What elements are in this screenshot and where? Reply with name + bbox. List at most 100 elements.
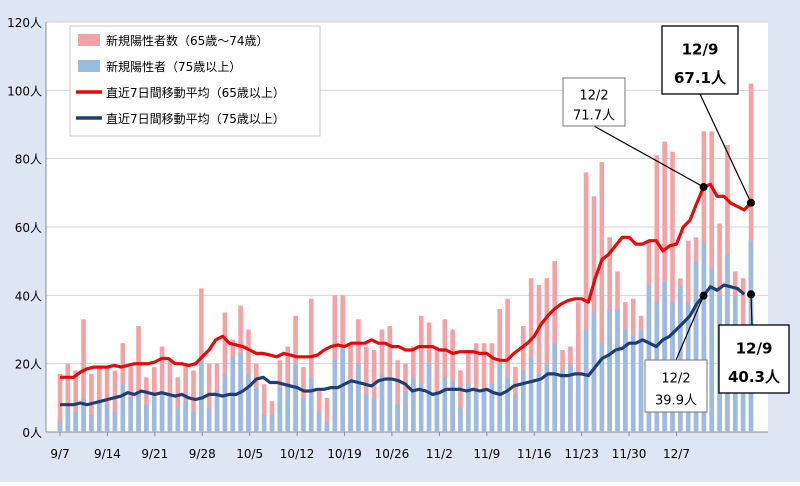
y-tick-label: 60人 <box>15 221 42 235</box>
bar-75-plus <box>599 343 605 432</box>
bar-75-plus <box>513 394 518 432</box>
bar-75-plus <box>308 377 314 432</box>
bar-75-plus <box>638 329 644 432</box>
bar-75-plus <box>536 373 542 432</box>
callout-pointer-blue_1202 <box>675 295 705 361</box>
bar-75-plus <box>191 411 196 432</box>
bar-75-plus <box>560 370 565 432</box>
bar-75-plus <box>466 384 471 432</box>
bar-75-plus <box>709 268 715 432</box>
bar-65-74 <box>654 155 660 432</box>
callout-dot-red_1209 <box>747 198 755 207</box>
bar-75-plus <box>552 343 557 432</box>
bar-65-74 <box>434 346 440 432</box>
y-tick-label: 20人 <box>15 358 42 372</box>
bar-75-plus <box>615 309 620 432</box>
bar-75-plus <box>607 309 612 432</box>
bar-75-plus <box>434 394 440 432</box>
bar-75-plus <box>489 384 495 432</box>
bar-75-plus <box>206 408 212 432</box>
callout-pointer-red_1202 <box>593 125 704 188</box>
bar-65-74 <box>57 373 63 432</box>
bar-65-74 <box>261 384 267 432</box>
bar-65-74 <box>575 302 581 432</box>
x-tick-label: 9/28 <box>189 447 216 461</box>
bar-75-plus <box>96 401 102 432</box>
bar-75-plus <box>662 281 667 432</box>
bar-65-74 <box>81 319 86 432</box>
x-tick-label: 10/12 <box>280 447 315 461</box>
bar-75-plus <box>575 373 581 432</box>
bar-75-plus <box>583 329 589 432</box>
bar-65-74 <box>222 312 228 432</box>
bar-75-plus <box>104 404 110 432</box>
callout-dot-blue_1202 <box>699 291 708 300</box>
x-tick-label: 12/7 <box>663 447 690 461</box>
bar-75-plus <box>128 397 133 432</box>
line-75-plus <box>60 283 746 407</box>
y-tick-label: 80人 <box>15 153 42 167</box>
bar-75-plus <box>89 414 94 432</box>
bar-75-plus <box>57 421 63 432</box>
bar-75-plus <box>269 414 275 432</box>
bar-75-plus <box>316 411 322 432</box>
bar-75-plus <box>246 373 251 432</box>
bar-65-74 <box>536 285 542 432</box>
bar-65-74 <box>65 363 71 432</box>
bar-75-plus <box>167 394 173 432</box>
callout-box-blue_1209 <box>718 324 790 394</box>
bar-75-plus <box>379 373 385 432</box>
bar-75-plus <box>144 404 149 432</box>
x-tick-label: 9/7 <box>50 447 69 461</box>
bar-75-plus <box>340 346 345 432</box>
x-tick-label: 10/26 <box>375 447 410 461</box>
x-tick-label: 11/23 <box>564 447 599 461</box>
bar-75-plus <box>214 391 220 432</box>
bar-75-plus <box>497 363 503 432</box>
bar-65-74 <box>324 397 330 432</box>
x-tick-label: 9/21 <box>141 447 168 461</box>
callout-dot-blue_1209 <box>747 290 755 299</box>
legend-bar-65-74-label: 新規陽性者数（65歳～74歳） <box>106 33 269 48</box>
bar-75-plus <box>120 384 126 432</box>
moving-average-lines <box>60 182 753 407</box>
y-tick-label: 100人 <box>7 84 42 98</box>
callout-value-red_1202: 71.7人 <box>573 108 615 123</box>
callout-date-blue_1209: 12/9 <box>736 339 773 357</box>
bar-65-74 <box>418 315 424 432</box>
bar-75-plus <box>411 377 416 432</box>
bar-75-plus <box>277 387 283 432</box>
bar-65-74 <box>159 346 165 432</box>
bar-75-plus <box>693 261 699 432</box>
bar-65-74 <box>136 326 141 432</box>
bar-75-plus <box>363 394 369 432</box>
bar-75-plus <box>520 370 526 432</box>
bar-65-74 <box>206 363 212 432</box>
bar-75-plus <box>568 363 573 432</box>
bar-75-plus <box>458 408 463 432</box>
bar-75-plus <box>151 394 157 432</box>
bar-65-74 <box>670 151 675 433</box>
callout-dot-red_1202 <box>699 183 708 192</box>
bar-65-74 <box>544 278 550 432</box>
bar-75-plus <box>418 384 424 432</box>
legend: 新規陽性者数（65歳～74歳） 新規陽性者（75歳以上） 直近7日間移動平均（65歳… <box>69 25 321 137</box>
callout-date-red_1209: 12/9 <box>682 40 719 58</box>
bar-75-plus <box>473 391 479 432</box>
bar-65-74 <box>73 370 79 432</box>
callout-box-red_1209 <box>661 25 739 95</box>
callout-box-red_1202 <box>562 77 626 127</box>
bar-65-74 <box>528 278 534 432</box>
callout-date-red_1202: 12/2 <box>579 88 608 103</box>
bar-75-plus <box>324 421 330 432</box>
bar-65-74 <box>308 298 314 432</box>
bar-75-plus <box>544 363 550 432</box>
y-tick-label: 120人 <box>7 16 42 30</box>
bar-75-plus <box>528 356 534 432</box>
y-axis-ticks: 0人 20人 40人 60人 80人 100人 120人 <box>7 16 42 440</box>
bar-75-plus <box>199 356 204 432</box>
bar-75-plus <box>442 377 448 432</box>
bar-75-plus <box>81 397 86 432</box>
callout-value-blue_1209: 40.3人 <box>728 368 781 386</box>
